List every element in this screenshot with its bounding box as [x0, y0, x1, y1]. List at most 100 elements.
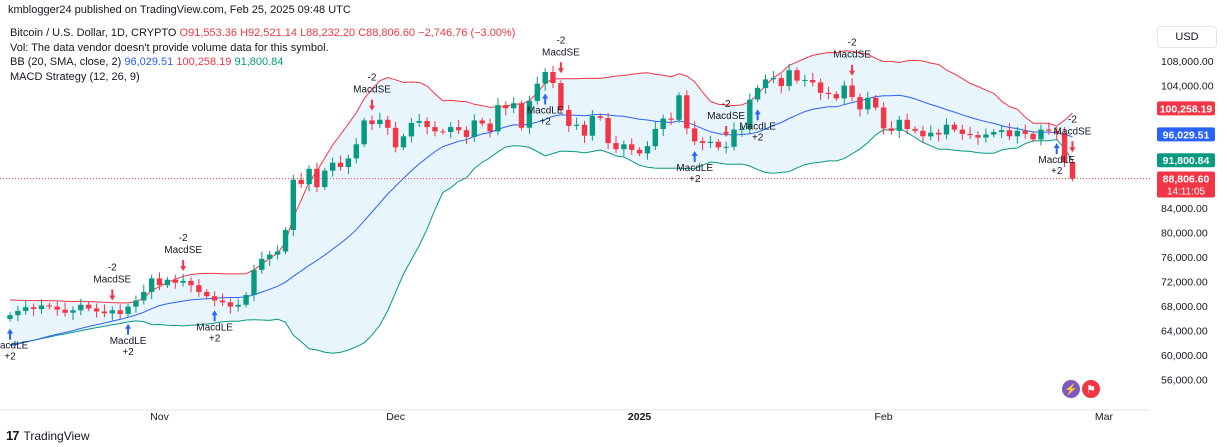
signal-label: MacdLE — [196, 322, 233, 333]
macd-short-entry: MacdSE-2 — [164, 233, 202, 272]
high-value: H92,521.14 — [240, 27, 297, 39]
macd-short-entry: MacdSE-2 — [1054, 114, 1092, 153]
y-tick-label: 60,000.00 — [1161, 350, 1208, 362]
candle — [975, 135, 981, 138]
candle — [1006, 130, 1013, 137]
signal-qty: -2 — [556, 35, 565, 46]
long-arrow-icon — [7, 328, 13, 340]
macd-long-entry: MacdLE+2 — [196, 310, 233, 344]
tradingview-name: TradingView — [23, 428, 90, 443]
candle — [1014, 130, 1021, 137]
candle — [699, 141, 706, 143]
macd-short-entry: MacdSE-2 — [707, 99, 745, 137]
candle — [337, 162, 344, 167]
candle — [392, 127, 399, 148]
candle — [290, 179, 296, 230]
candle — [133, 300, 139, 307]
candle — [353, 144, 359, 159]
macd-short-entry: MacdSE-2 — [833, 38, 871, 76]
candle — [959, 129, 965, 134]
candle — [873, 97, 879, 108]
candle — [227, 302, 234, 307]
candle — [786, 70, 792, 87]
signal-qty: +2 — [689, 174, 701, 185]
long-arrow-icon — [691, 151, 698, 163]
candle — [550, 72, 556, 83]
signal-label: MacdSE — [707, 111, 745, 122]
candle — [149, 278, 155, 292]
candle — [274, 251, 281, 255]
bb-band-fill — [10, 50, 1073, 354]
signal-qty: +2 — [752, 132, 764, 143]
price-badge-label: 88,806.60 — [1163, 174, 1210, 186]
macd-long-entry: MacdLE+2 — [0, 328, 29, 363]
candle — [180, 280, 186, 283]
candle — [101, 311, 108, 314]
signal-label: MacdLE — [739, 121, 776, 132]
short-arrow-icon — [1069, 141, 1076, 153]
candle — [566, 110, 572, 126]
candle — [440, 131, 446, 133]
bb-upper-value: 100,258.19 — [176, 56, 232, 68]
y-tick-label: 64,000.00 — [1161, 326, 1208, 338]
candle — [518, 103, 525, 128]
short-arrow-icon — [109, 289, 116, 301]
long-arrow-icon — [211, 310, 218, 322]
short-arrow-icon — [369, 99, 376, 111]
candle — [204, 291, 210, 297]
candle — [86, 304, 92, 309]
candle — [495, 105, 501, 132]
candle — [912, 129, 918, 131]
short-arrow-icon — [723, 125, 730, 137]
symbol-title: Bitcoin / U.S. Dollar, 1D, CRYPTO — [10, 27, 177, 39]
candle — [487, 123, 493, 132]
bb-basis-value: 96,029.51 — [124, 56, 174, 68]
signal-label: MacdLE — [676, 163, 713, 174]
signal-qty: +2 — [122, 347, 134, 358]
bb-row[interactable]: BB (20, SMA, close, 2) 96,029.51 100,258… — [10, 55, 515, 70]
candle — [306, 168, 312, 185]
candle — [211, 296, 218, 301]
close-value: C88,806.60 — [358, 27, 416, 39]
candle — [109, 310, 115, 314]
lightning-icon[interactable]: ⚡ — [1062, 380, 1080, 398]
volume-row[interactable]: Vol: The data vendor doesn't provide vol… — [10, 41, 329, 54]
candle — [802, 80, 808, 81]
candle — [93, 308, 100, 312]
macd-short-entry: MacdSE-2 — [93, 262, 132, 301]
macd-row[interactable]: MACD Strategy (12, 26, 9) — [10, 70, 140, 83]
candle — [810, 80, 816, 83]
candle — [983, 134, 989, 138]
candle — [463, 130, 470, 137]
candle — [23, 307, 29, 311]
candle — [267, 254, 273, 259]
tradingview-footer[interactable]: 17 TradingView — [6, 428, 90, 443]
candle — [896, 119, 902, 131]
candle — [156, 278, 163, 286]
candle — [385, 119, 391, 128]
candle — [825, 92, 832, 94]
candle — [723, 146, 729, 148]
candle — [817, 82, 824, 93]
chart-legend: Bitcoin / U.S. Dollar, 1D, CRYPTO O91,55… — [10, 26, 515, 84]
candle — [833, 94, 839, 99]
macd-long-entry: MacdLE+2 — [527, 93, 564, 127]
candle — [54, 306, 60, 310]
candle — [613, 143, 619, 150]
flag-icon[interactable]: ⚑ — [1082, 380, 1100, 398]
candle — [125, 306, 131, 314]
candle — [526, 100, 533, 128]
candle — [605, 118, 611, 144]
bb-lower-line — [9, 127, 1073, 354]
bb-lower-value: 91,800.84 — [234, 56, 284, 68]
signal-qty: -2 — [1068, 114, 1077, 125]
countdown-label: 14:11:05 — [1167, 187, 1206, 198]
currency-selector[interactable]: USD — [1157, 26, 1217, 48]
symbol-row[interactable]: Bitcoin / U.S. Dollar, 1D, CRYPTO O91,55… — [10, 26, 515, 41]
publisher-line: kmblogger24 published on TradingView.com… — [8, 4, 351, 16]
candle — [967, 133, 973, 136]
candle — [629, 144, 635, 150]
signal-qty: +2 — [1051, 166, 1063, 177]
candle — [888, 128, 895, 131]
